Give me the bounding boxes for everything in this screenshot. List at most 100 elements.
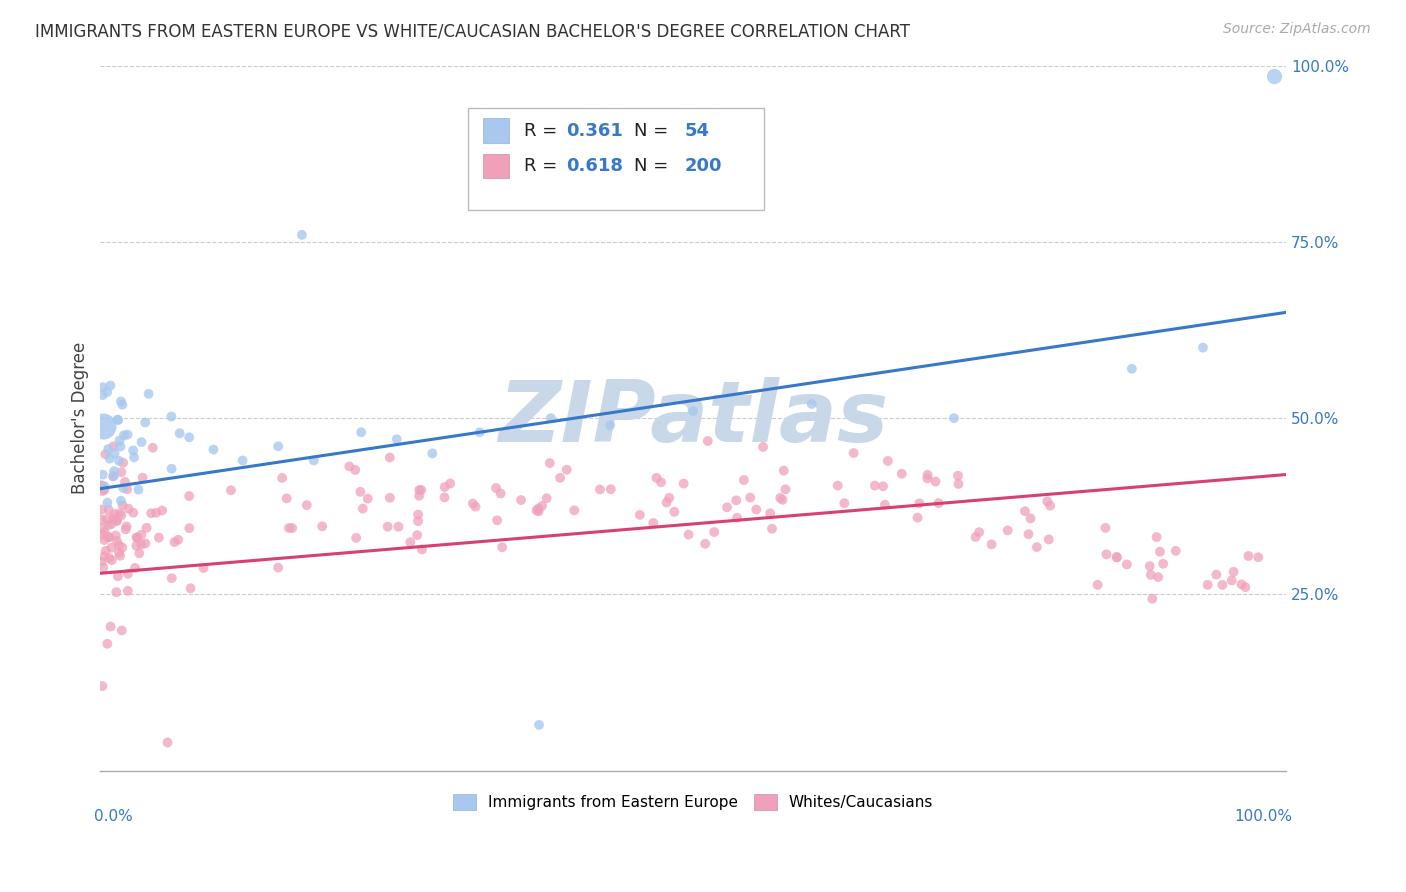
Point [908,496,931,510]
Point [145,506,167,520]
Point [169,426,191,441]
Point [555,463,578,477]
Point [464,500,486,514]
Point [1025,540,1047,554]
Point [122,443,145,458]
Point [111,498,134,512]
Point [1247,550,1270,565]
Point [90,512,112,526]
Point [97,442,120,456]
Point [134,536,156,550]
Point [873,498,896,512]
Point [148,531,170,545]
Point [536,491,558,506]
Point [917,467,939,482]
Point [1014,504,1036,518]
Point [122,450,145,465]
Point [599,418,621,433]
Point [97,530,120,544]
Point [980,537,1002,551]
Point [112,481,135,495]
Point [105,533,128,548]
Point [350,425,373,440]
Point [103,507,125,521]
Point [167,533,190,547]
Point [678,527,700,541]
Point [108,454,131,468]
Point [1146,530,1168,544]
Point [124,561,146,575]
Point [1039,499,1062,513]
Point [127,483,149,497]
Point [540,411,562,425]
Point [150,503,173,517]
Point [943,411,966,425]
Point [1036,494,1059,508]
Point [527,501,550,516]
Point [98,530,121,544]
Point [406,508,429,522]
Text: IMMIGRANTS FROM EASTERN EUROPE VS WHITE/CAUCASIAN BACHELOR'S DEGREE CORRELATION : IMMIGRANTS FROM EASTERN EUROPE VS WHITE/… [35,22,910,40]
Point [876,454,898,468]
Point [91,528,114,542]
Point [772,492,794,507]
Point [128,546,150,560]
Point [115,482,138,496]
Point [695,537,717,551]
Point [491,541,513,555]
Text: Source: ZipAtlas.com: Source: ZipAtlas.com [1223,22,1371,37]
Point [486,513,509,527]
Point [104,528,127,542]
Point [769,491,792,505]
Point [302,453,325,467]
Point [599,482,621,496]
Point [91,380,114,394]
FancyBboxPatch shape [468,108,765,211]
Point [357,491,380,506]
Point [90,555,112,569]
Text: R =: R = [523,157,562,176]
Point [90,502,112,516]
Point [112,456,135,470]
Point [1192,341,1215,355]
Point [682,404,704,418]
Point [131,435,153,450]
Point [117,583,139,598]
Point [96,512,118,526]
Point [135,521,157,535]
Point [180,582,202,596]
Point [725,510,748,524]
Point [890,467,912,481]
Point [105,585,128,599]
Point [100,619,122,633]
Point [179,521,201,535]
Point [928,496,950,510]
Point [589,483,612,497]
Point [420,446,443,460]
Point [107,412,129,426]
Point [295,498,318,512]
Point [111,541,134,555]
Point [281,521,304,535]
Point [100,517,122,532]
Point [103,511,125,525]
Point [93,525,115,540]
Text: 0.0%: 0.0% [94,809,134,824]
Point [1263,69,1285,83]
Point [337,459,360,474]
Point [110,440,132,454]
Point [948,477,970,491]
Point [378,450,401,465]
Point [1140,567,1163,582]
Point [740,491,762,505]
Point [548,471,571,485]
Point [907,510,929,524]
Point [672,476,695,491]
Point [965,530,987,544]
Point [510,493,533,508]
Point [1234,580,1257,594]
Point [538,456,561,470]
Point [98,551,121,566]
Point [110,508,132,523]
Point [96,637,118,651]
